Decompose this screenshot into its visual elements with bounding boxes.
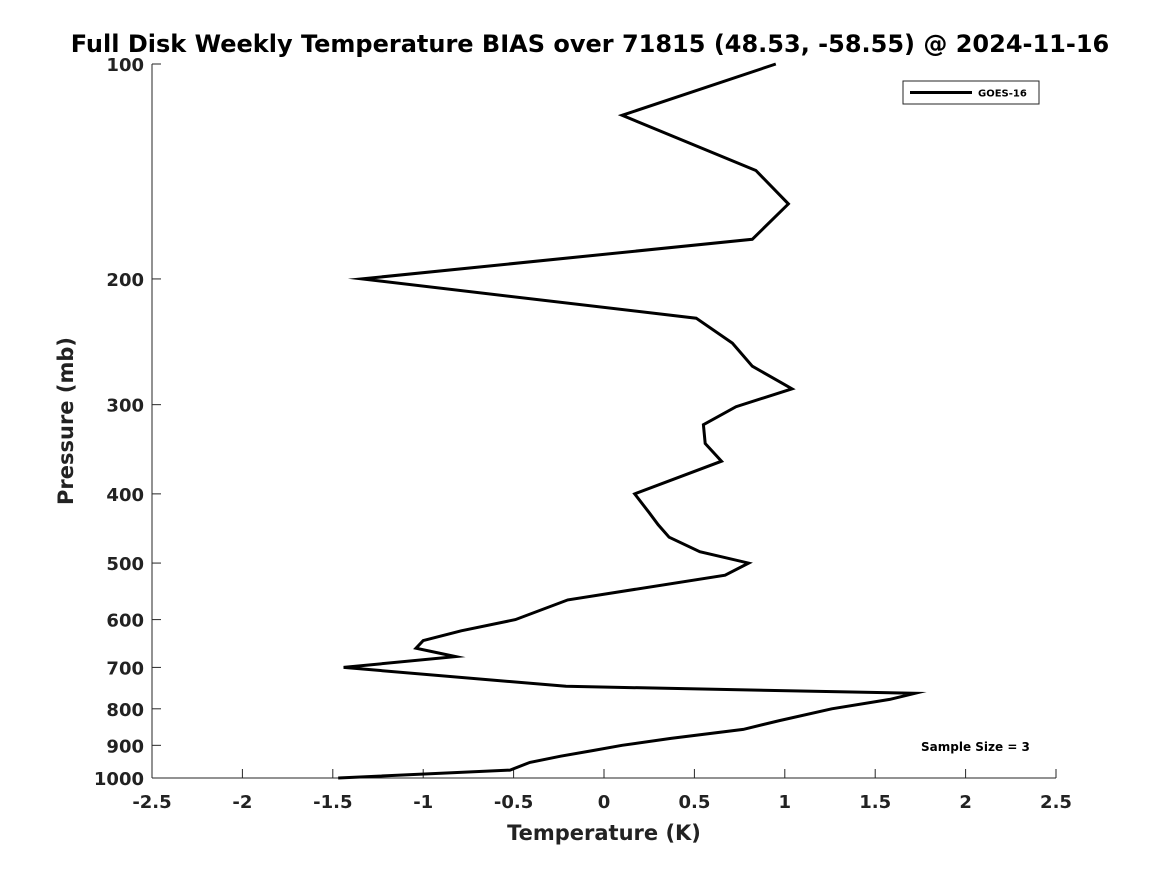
y-tick-label: 900	[106, 736, 144, 757]
y-tick-label: 1000	[94, 769, 144, 790]
y-tick-label: 400	[106, 485, 144, 506]
series-layer	[338, 62, 927, 780]
x-tick-label: 2	[959, 792, 972, 813]
x-tick-label: -2	[232, 792, 252, 813]
x-tick-label: 2.5	[1040, 792, 1072, 813]
y-tick-label: 700	[106, 658, 144, 679]
series-line-goes16	[338, 62, 927, 780]
y-tick-label: 200	[106, 270, 144, 291]
x-tick-label: -0.5	[494, 792, 533, 813]
y-tick-label: 500	[106, 554, 144, 575]
y-ticks: 100 200 300 400 500 600 700 800 900 1000	[94, 55, 161, 790]
x-axis-label: Temperature (K)	[507, 821, 701, 845]
y-axis-label: Pressure (mb)	[54, 337, 78, 505]
chart-title: Full Disk Weekly Temperature BIAS over 7…	[71, 30, 1110, 58]
x-tick-label: 0	[598, 792, 611, 813]
x-ticks: -2.5 -2 -1.5 -1 -0.5 0 0.5 1 1.5 2 2.5	[132, 769, 1072, 813]
x-tick-label: -1.5	[313, 792, 352, 813]
y-tick-label: 300	[106, 396, 144, 417]
y-tick-label: 100	[106, 55, 144, 76]
x-tick-label: 0.5	[678, 792, 710, 813]
legend: GOES-16	[902, 80, 1040, 105]
y-tick-label: 600	[106, 611, 144, 632]
legend-label-goes16: GOES-16	[978, 89, 1027, 100]
sample-size-annotation: Sample Size = 3	[921, 740, 1030, 754]
x-tick-label: 1.5	[859, 792, 891, 813]
x-tick-label: -2.5	[132, 792, 171, 813]
x-tick-label: -1	[413, 792, 433, 813]
x-tick-label: 1	[779, 792, 792, 813]
y-tick-label: 800	[106, 700, 144, 721]
